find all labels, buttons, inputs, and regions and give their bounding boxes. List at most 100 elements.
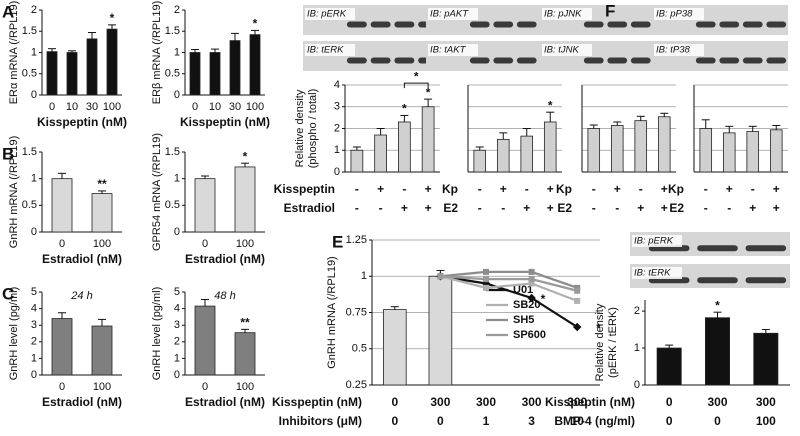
bar [657,116,671,173]
row-value: + [425,182,432,196]
x-tick-label: 100 [103,101,121,113]
blot-band [493,57,514,64]
blot-label-bg [542,8,592,20]
significance: * [414,69,419,83]
x-tick-label: 0 [192,101,198,113]
point [572,322,582,332]
y-axis-label: Relative density [294,89,306,167]
row-value: - [525,182,529,196]
blot-label-bg [654,44,704,56]
x-tick-label: 100 [93,381,111,393]
row-label: Kisspeptin (nM) [545,395,635,409]
point [483,284,489,291]
bar [428,275,453,386]
row-value: - [592,182,596,196]
bar [398,121,411,173]
row-value: 0 [714,414,721,428]
significance: * [715,298,720,312]
y-tick-label: 1 [634,342,640,354]
y-tick-label: 4 [174,303,180,315]
y-tick-label: 1 [174,173,180,185]
row-value: 0 [666,395,673,409]
row-value: 10 [571,414,585,428]
series-line [440,270,578,289]
bar [610,125,624,173]
y-tick-label: 0.5 [165,199,180,211]
row-value: + [547,201,554,215]
row-label: Kisspeptin (nM) [272,395,362,409]
y-tick-label: 1.5 [165,146,180,158]
blot-band [745,245,787,252]
blot-label-bg [654,8,704,20]
significance: * [426,85,431,99]
y-tick-label: 1 [31,173,37,185]
bar [421,106,435,173]
blot-band [630,21,651,28]
row-label: Kp [556,182,572,196]
bar [543,121,557,173]
blot-band [516,57,537,64]
blot-label: IB: tAKT [430,45,467,56]
blot-band [697,277,738,284]
row-value: + [523,201,530,215]
row-value: 0 [391,414,398,428]
row-label: BMP-4 (ng/ml) [554,414,635,428]
x-axis-label: Estradiol (nM) [185,395,265,409]
bar [234,166,256,233]
blot-band [742,57,763,64]
row-value: 300 [707,395,727,409]
significance: * [596,321,601,335]
bar [496,138,510,173]
y-tick-label: 1 [174,46,180,58]
bar [189,52,201,96]
y-axis-label: GPR54 mRNA (/RPL19) [151,133,163,251]
x-axis-label: Estradiol (nM) [42,395,122,409]
y-tick-label: 0 [31,369,37,381]
x-axis-label: Estradiol (nM) [185,252,265,266]
y-tick-label: 1.5 [165,25,180,37]
point [437,273,444,280]
x-tick-label: 0 [59,238,65,250]
y-tick-label: 0 [634,379,640,391]
bar [229,40,241,96]
y-tick-label: 0 [31,89,37,101]
y-axis-label: (phospho / total) [307,89,319,169]
bar [46,51,58,96]
blot-band [346,21,367,28]
y-tick-label: 3 [174,319,180,331]
row-value: 300 [522,395,542,409]
bar [473,149,487,173]
y-tick-label: 0.25 [346,379,367,391]
blot-band [607,21,628,28]
blot-band [719,57,740,64]
bar [634,120,648,173]
point [528,280,535,287]
row-value: - [478,182,482,196]
blot-band [583,21,604,28]
row-value: + [661,201,668,215]
bar [194,178,216,233]
blot-label: IB: pJNK [544,9,582,20]
series-line [440,275,578,292]
blot-band [630,57,651,64]
significance: * [541,292,546,306]
row-value: + [749,201,756,215]
blot-band [719,21,740,28]
row-label: Estradiol [284,201,335,215]
row-value: + [377,182,384,196]
bar [587,128,601,173]
blot-band [583,57,604,64]
row-value: + [661,182,668,196]
point [527,293,536,303]
x-axis-label: Estradiol (nM) [42,252,122,266]
row-value: + [773,182,780,196]
blot-band [607,57,628,64]
y-tick-label: 4 [31,303,37,315]
row-value: - [727,201,731,215]
panel-letter: F [605,1,615,20]
y-tick-label: 0.5 [352,343,367,355]
x-tick-label: 100 [236,381,254,393]
blot-label-bg [305,8,355,20]
x-tick-label: 0 [202,238,208,250]
bar [722,132,736,173]
